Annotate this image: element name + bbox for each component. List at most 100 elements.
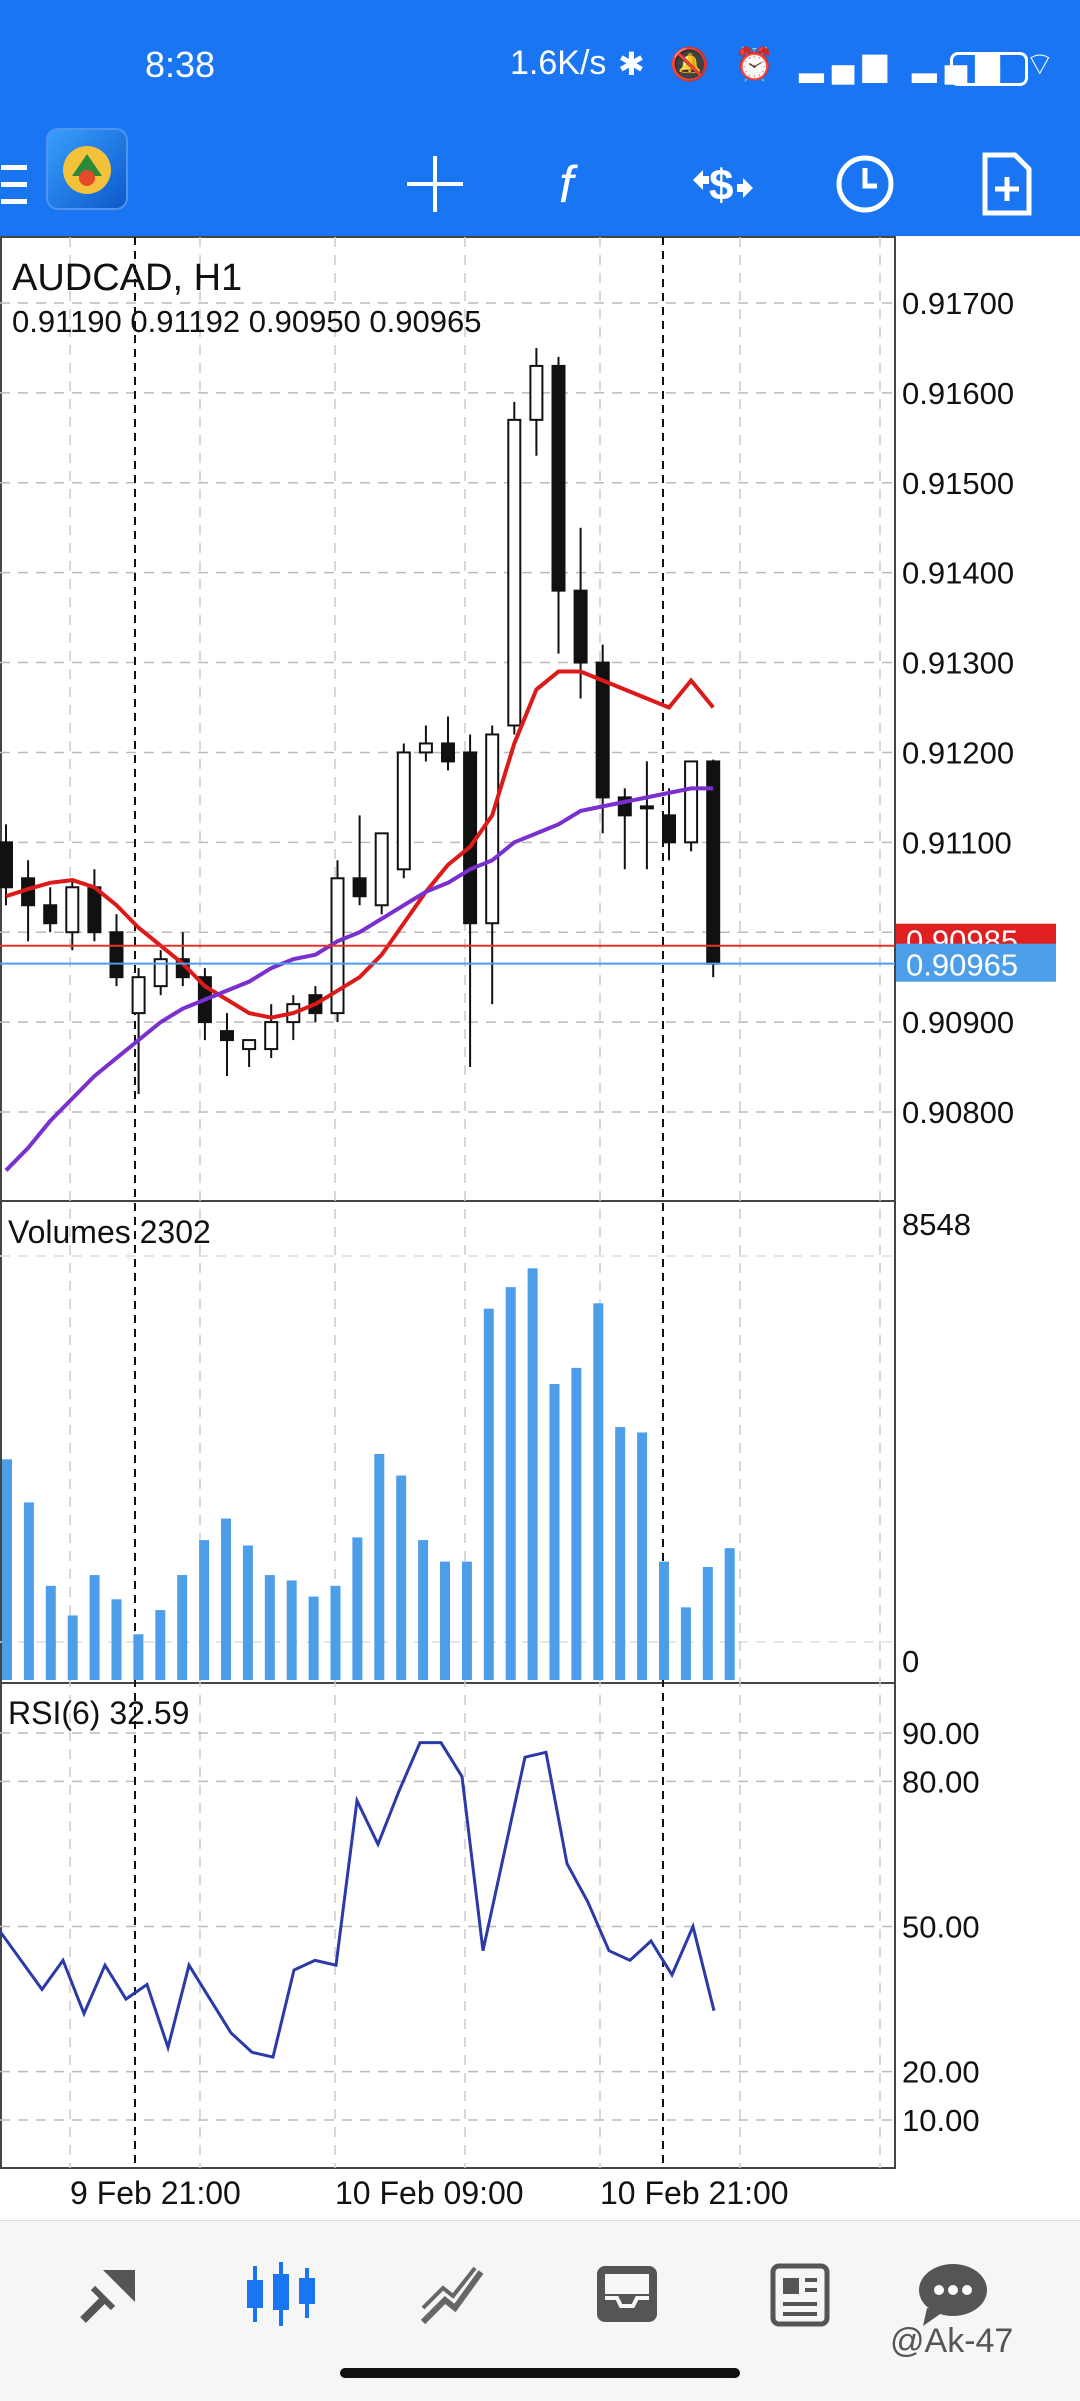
candle <box>220 1030 234 1042</box>
time-axis-label: 10 Feb 21:00 <box>600 2175 789 2211</box>
symbol-label: AUDCAD, H1 <box>12 257 242 299</box>
volume-bar <box>461 1561 472 1680</box>
volume-bar <box>615 1427 626 1680</box>
volume-bar <box>23 1502 34 1680</box>
rsi-line <box>0 1741 716 2059</box>
volumes-label: Volumes 2302 <box>8 1214 211 1250</box>
candle <box>418 742 433 754</box>
rsi-axis-label: 90.00 <box>902 1716 980 1751</box>
bluetooth-icon: ✱ <box>618 46 653 82</box>
price-axis-label: 0.91700 <box>902 286 1014 321</box>
mute-icon: 🔕 <box>669 46 718 82</box>
candle <box>264 1021 279 1051</box>
volume-bar <box>221 1518 231 1680</box>
volume-bar <box>199 1540 210 1680</box>
new-order-icon[interactable] <box>962 132 1052 236</box>
svg-text:f: f <box>559 156 578 214</box>
indicators-icon[interactable]: f <box>530 132 620 236</box>
volume-bar <box>111 1599 122 1680</box>
volume-bar <box>286 1580 297 1680</box>
candle <box>43 904 58 925</box>
moving-average-red <box>5 669 715 1020</box>
volume-bar <box>571 1367 582 1680</box>
history-icon[interactable] <box>582 2249 672 2339</box>
price-axis-label: 0.90900 <box>902 1005 1014 1040</box>
volume-bar <box>242 1545 253 1680</box>
grid-lines <box>0 237 895 2168</box>
volume-bar <box>177 1575 188 1680</box>
crosshair-icon[interactable] <box>390 132 480 236</box>
bottom-navigation <box>0 2220 1080 2401</box>
candle <box>65 886 80 934</box>
time-axis-label: 9 Feb 21:00 <box>70 2175 241 2211</box>
candle <box>706 760 721 965</box>
candle <box>396 751 411 871</box>
volume-bar <box>264 1575 275 1680</box>
candle <box>352 877 367 898</box>
candle <box>551 364 566 592</box>
news-icon[interactable] <box>754 2249 844 2339</box>
volume-bar <box>549 1384 560 1680</box>
menu-icon[interactable] <box>0 132 28 236</box>
price-axis-label: 0.91400 <box>902 556 1014 591</box>
volume-bar <box>637 1432 648 1680</box>
rsi-label: RSI(6) 32.59 <box>8 1695 189 1731</box>
network-speed: 1.6K/s <box>510 44 607 82</box>
candles <box>0 347 721 1095</box>
price-axis-label: 0.91300 <box>902 646 1014 681</box>
candle <box>87 886 102 934</box>
volume-bar <box>133 1634 144 1680</box>
last-price-tag <box>896 943 1056 982</box>
volume-bar <box>2 1459 12 1680</box>
svg-text:$: $ <box>709 161 733 210</box>
volume-bar <box>659 1561 669 1680</box>
candle <box>573 589 588 664</box>
candle <box>441 742 455 763</box>
rsi-panel-frame <box>0 1682 896 2169</box>
volume-bars <box>2 1268 735 1680</box>
volume-bar <box>330 1585 341 1680</box>
status-bar: 8:38 1.6K/s ✱ 🔕 ⏰ ▂▄▆ ▂▄▆ ⌔ 73 <box>0 0 1080 132</box>
candle <box>684 760 699 844</box>
candle <box>662 814 676 844</box>
candle <box>595 661 610 799</box>
volume-bar <box>352 1537 363 1680</box>
rsi-axis-label: 20.00 <box>902 2055 980 2090</box>
candle <box>485 733 500 925</box>
top-toolbar: f $ <box>0 132 1080 236</box>
last-price-tag-text: 0.90965 <box>906 948 1018 983</box>
volume-bar <box>593 1303 604 1680</box>
volume-bar <box>527 1268 538 1680</box>
candle <box>109 931 124 979</box>
rsi-axis-label: 50.00 <box>902 1910 980 1945</box>
rsi-axis-label: 80.00 <box>902 1764 980 1799</box>
candle <box>639 805 654 810</box>
home-indicator[interactable] <box>340 2368 740 2378</box>
volume-bar <box>308 1596 319 1680</box>
alarm-icon: ⏰ <box>734 46 783 82</box>
chart-canvas[interactable]: AUDCAD, H1 0.91190 0.91192 0.90950 0.909… <box>0 236 1080 2216</box>
symbol-change-icon[interactable]: $ <box>678 132 768 236</box>
candle <box>507 418 522 727</box>
battery-icon: 73 <box>950 52 1028 86</box>
candle <box>374 832 389 907</box>
volume-bar <box>440 1561 450 1680</box>
moving-average-purple <box>4 786 714 1172</box>
trade-icon[interactable] <box>408 2249 498 2339</box>
timeframe-clock-icon[interactable] <box>820 132 910 236</box>
candle <box>153 958 168 988</box>
wifi-icon: ⌔ <box>1024 46 1063 82</box>
volume-axis-max: 8548 <box>902 1207 971 1242</box>
status-icons: ✱ 🔕 ⏰ ▂▄▆ ▂▄▆ ⌔ <box>618 44 1063 84</box>
candle <box>131 976 146 1015</box>
chart-area[interactable]: AUDCAD, H1 0.91190 0.91192 0.90950 0.909… <box>0 236 1080 2216</box>
signal-icon: ▂▄▆ <box>799 46 896 82</box>
messages-icon[interactable] <box>908 2249 998 2339</box>
quotes-icon[interactable] <box>64 2249 154 2339</box>
mt-logo-icon[interactable] <box>46 128 128 210</box>
ohlc-label: 0.91190 0.91192 0.90950 0.90965 <box>12 304 481 339</box>
volume-axis-min: 0 <box>902 1644 919 1679</box>
price-axis-label: 0.91200 <box>902 735 1014 770</box>
chart-icon[interactable] <box>236 2249 326 2339</box>
price-axis-label: 0.91500 <box>902 466 1014 501</box>
